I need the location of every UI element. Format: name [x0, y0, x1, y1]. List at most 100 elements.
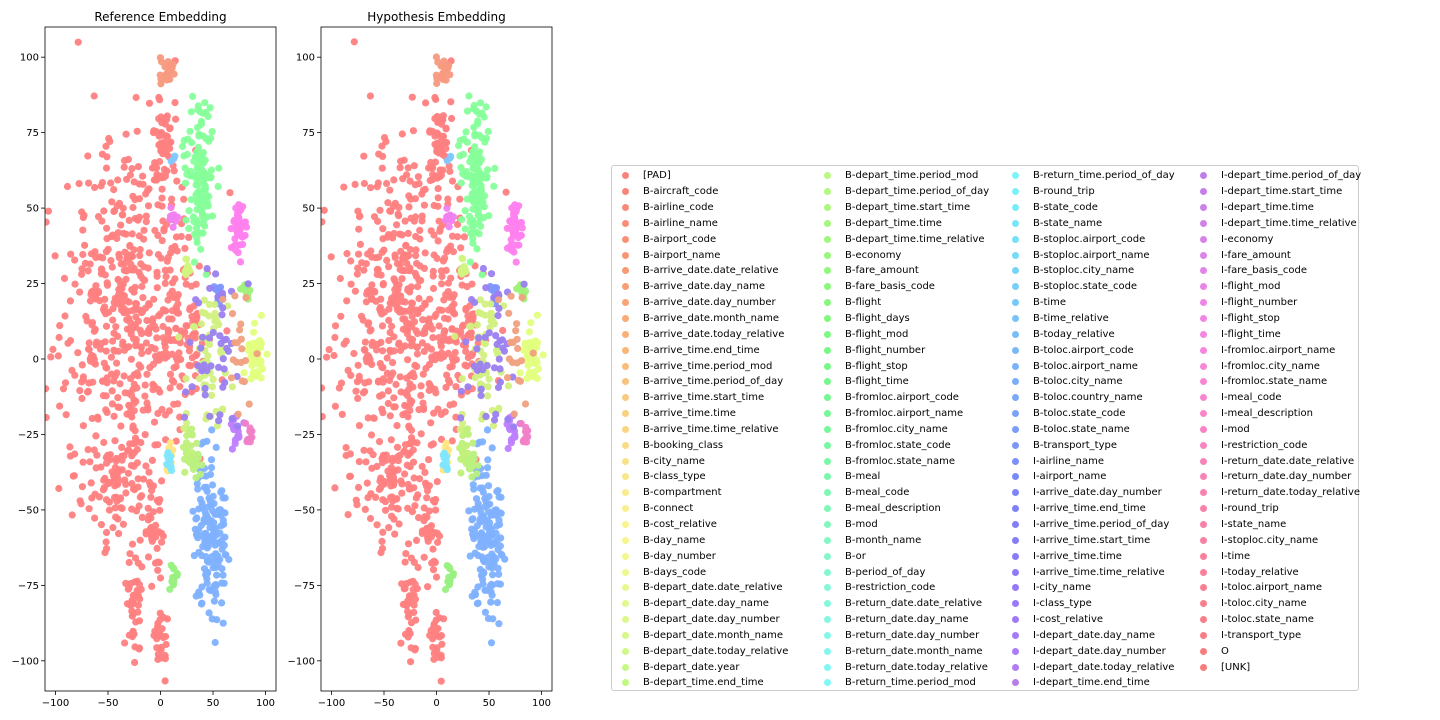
- data-point-o: [407, 658, 415, 666]
- data-point-i-depart-time-time-relative: [205, 334, 213, 342]
- legend-label: I-arrive_time.time: [1033, 550, 1122, 562]
- data-point-o: [444, 306, 452, 314]
- data-point-o: [174, 291, 182, 299]
- data-point-o: [121, 476, 129, 484]
- data-point-b-fromloc-city-name: [478, 271, 486, 279]
- legend-entry: B-fromloc.state_name: [814, 453, 989, 469]
- data-point-o: [149, 129, 158, 137]
- data-point-o: [139, 294, 147, 302]
- data-point-o: [168, 287, 176, 295]
- data-point-o: [373, 340, 381, 348]
- data-point-b-toloc-city-name: [195, 548, 203, 556]
- data-point-o: [412, 616, 420, 624]
- data-point-b-depart-time-time: [194, 450, 202, 458]
- y-tick-label: 0: [309, 355, 315, 366]
- y-tick-label: 75: [26, 128, 39, 139]
- data-point-o: [128, 505, 136, 513]
- legend-label: B-aircraft_code: [643, 186, 719, 198]
- data-point-o: [404, 504, 412, 512]
- legend-entry: I-arrive_time.start_time: [1002, 532, 1175, 548]
- data-point-b-fromloc-city-name: [194, 143, 202, 151]
- data-point-b-toloc-city-name: [208, 426, 216, 434]
- data-point-b-fare-amount: [443, 562, 451, 570]
- data-point-b-fromloc-city-name: [490, 182, 498, 190]
- data-point-o: [321, 413, 326, 421]
- y-tick-label: 25: [26, 279, 39, 290]
- data-point-o: [136, 536, 144, 544]
- data-point-b-fromloc-city-name: [457, 179, 465, 187]
- data-point-o: [428, 353, 436, 361]
- data-point-o: [172, 362, 180, 371]
- data-point-i-depart-time-time-relative: [194, 362, 202, 370]
- legend-label: B-toloc.country_name: [1033, 392, 1143, 404]
- data-point-o: [45, 385, 50, 393]
- data-point-o: [83, 388, 92, 396]
- data-point-i-depart-time-time-relative: [219, 304, 227, 312]
- data-point-b-toloc-city-name: [497, 550, 505, 558]
- legend-label: B-stoploc.airport_code: [1033, 233, 1146, 245]
- data-point-b-toloc-city-name: [206, 523, 214, 532]
- data-point--pad-: [168, 64, 176, 72]
- data-point-o: [123, 316, 131, 324]
- data-point-i-flight-time: [517, 219, 525, 227]
- legend-entry: I-depart_time.period_of_day: [1190, 168, 1361, 184]
- legend-label: B-days_code: [643, 566, 707, 578]
- data-point-b-toloc-city-name: [205, 503, 213, 511]
- data-point-i-depart-time-time-relative: [206, 284, 214, 292]
- legend-label: B-stoploc.state_code: [1033, 281, 1138, 293]
- data-point-i-flight-time: [234, 230, 242, 238]
- legend-label: I-fromloc.airport_name: [1221, 344, 1336, 356]
- data-point-b-fromloc-city-name: [468, 224, 476, 232]
- legend-entry: I-fromloc.state_name: [1190, 374, 1361, 390]
- data-point-o: [161, 266, 169, 274]
- data-point-o: [423, 494, 431, 502]
- data-point-o: [154, 385, 163, 394]
- legend-swatch: [1200, 172, 1207, 180]
- data-point-o: [135, 361, 143, 369]
- data-point-b-depart-date-day-number: [250, 357, 258, 365]
- legend-swatch: [622, 394, 629, 402]
- data-point-i-depart-time-time-relative: [201, 391, 209, 399]
- data-point-o: [125, 216, 133, 224]
- data-point-o: [153, 268, 161, 276]
- data-point-b-toloc-city-name: [469, 515, 477, 523]
- data-point-i-depart-time-time-relative: [462, 338, 470, 346]
- data-point-b-toloc-city-name: [198, 599, 206, 607]
- legend-label: I-fare_amount: [1221, 249, 1291, 261]
- legend-entry: I-stoploc.city_name: [1190, 532, 1361, 548]
- data-point-o: [409, 446, 417, 454]
- data-point-o: [148, 343, 156, 352]
- data-point-o: [438, 133, 446, 141]
- data-point-o: [434, 538, 442, 546]
- data-point-b-return-date-day-name: [505, 309, 513, 317]
- data-point-o: [366, 92, 374, 100]
- data-point-o: [403, 374, 411, 382]
- data-point-o: [127, 355, 135, 363]
- legend-entry: I-return_date.today_relative: [1190, 485, 1361, 501]
- data-point-o: [407, 195, 415, 203]
- data-point-o: [223, 327, 231, 335]
- x-tick-label: −50: [373, 698, 394, 709]
- data-point-o: [112, 513, 120, 521]
- data-point-o: [110, 207, 118, 216]
- data-point-b-toloc-city-name: [212, 581, 220, 589]
- legend-label: B-airport_code: [643, 233, 717, 245]
- data-point-o: [142, 212, 150, 220]
- data-point-b-toloc-city-name: [495, 620, 503, 628]
- legend-swatch: [1012, 172, 1019, 180]
- data-point-o: [79, 226, 87, 234]
- data-point-o: [103, 408, 111, 416]
- legend-label: B-fare_basis_code: [845, 281, 935, 293]
- data-point-b-depart-date-day-number: [250, 328, 258, 336]
- data-point-o: [156, 496, 164, 504]
- data-point-b-airline-name: [451, 332, 459, 340]
- legend-swatch: [824, 251, 831, 259]
- legend-swatch: [1200, 346, 1207, 354]
- data-point-o: [409, 127, 417, 135]
- data-point-b-fromloc-city-name: [190, 258, 199, 266]
- data-point-b-fromloc-city-name: [459, 150, 467, 158]
- data-point-o: [396, 306, 404, 314]
- data-point-o: [122, 130, 130, 138]
- data-point-o: [117, 260, 125, 268]
- legend-entry: B-arrive_date.day_name: [612, 279, 788, 295]
